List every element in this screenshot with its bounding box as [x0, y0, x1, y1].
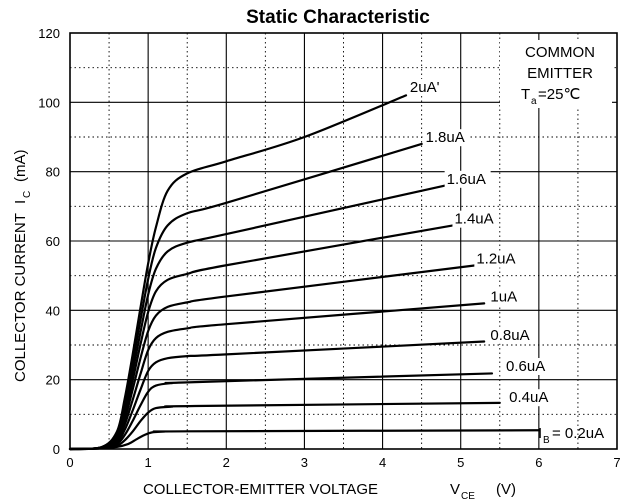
- y-tick-label: 20: [46, 373, 60, 388]
- curve-label-1.6uA: 1.6uA: [447, 171, 486, 188]
- curve-label-1.2uA: 1.2uA: [476, 251, 515, 268]
- common-emitter-annotation: COMMON EMITTER T a =25℃: [500, 40, 612, 108]
- x-tick-label: 4: [379, 455, 386, 470]
- annotation-temp-symbol: T: [521, 86, 530, 103]
- x-tick-label: 0: [66, 455, 73, 470]
- curve-label-backdrop: [423, 129, 470, 147]
- annotation-temp-subscript: a: [531, 96, 537, 107]
- plot-frame: [69, 32, 618, 450]
- curve-ib-2uA: [68, 94, 408, 451]
- curve-label-backdrop: [407, 78, 446, 96]
- curve-label-backdrop: [488, 288, 518, 306]
- y-axis-title: COLLECTOR CURRENT I C (mA): [12, 150, 33, 383]
- curve-ib-1.2uA: [68, 264, 478, 451]
- annotation-temp-value: =25℃: [538, 86, 580, 103]
- x-tick-label: 2: [223, 455, 230, 470]
- curve-label-1.4uA: 1.4uA: [454, 211, 493, 228]
- x-tick-label: 1: [145, 455, 152, 470]
- axis-ticks: 0 1 2 3 4 5 6 7 0 20 40 60 80 100 120: [38, 26, 620, 470]
- ib-label-symbol: I: [538, 425, 542, 442]
- annotation-backdrop: [500, 40, 612, 108]
- x-axis-title-unit: (V): [496, 481, 516, 498]
- curve-label-0.8uA: 0.8uA: [490, 327, 529, 344]
- y-tick-label: 120: [38, 26, 60, 41]
- x-axis-title-symbol: V: [450, 481, 460, 498]
- y-tick-label: 0: [53, 442, 60, 457]
- curve-label-backdrop: [444, 170, 491, 188]
- x-tick-label: 7: [613, 455, 620, 470]
- y-axis-title-unit: (mA): [12, 150, 29, 183]
- y-tick-label: 40: [46, 303, 60, 318]
- curve-label-1uA: 1uA: [490, 289, 517, 306]
- curve-label-1.8uA: 1.8uA: [426, 129, 465, 146]
- curve-label-backdrop: [474, 250, 521, 268]
- ib-label: I B = 0.2uA: [538, 425, 604, 446]
- curve-series: [68, 94, 540, 451]
- x-axis-title: COLLECTOR-EMITTER VOLTAGE V CE (V): [143, 481, 516, 502]
- y-tick-label: 100: [38, 95, 60, 110]
- ib-label-subscript: B: [543, 435, 550, 446]
- curve-label-0.4uA: 0.4uA: [509, 389, 548, 406]
- curve-label-backdrop: [452, 210, 499, 228]
- annotation-line-2: EMITTER: [527, 65, 593, 82]
- curve-label-backdrop: [504, 358, 551, 375]
- y-axis-title-symbol: I: [12, 200, 29, 204]
- curve-label-0.6uA: 0.6uA: [506, 358, 545, 375]
- curve-labels: 0.4uA 0.6uA 0.8uA 1uA 1.2uA 1.4uA 1.6uA 1.8uA 2u…: [407, 78, 554, 407]
- curve-ib-1uA: [68, 302, 486, 451]
- x-tick-label: 3: [301, 455, 308, 470]
- curve-ib-0.4uA: [68, 401, 501, 451]
- grid-lines: [70, 33, 617, 449]
- x-tick-label: 6: [535, 455, 542, 470]
- x-axis-title-subscript: CE: [461, 491, 475, 502]
- chart-title: Static Characteristic: [246, 7, 430, 28]
- y-axis-title-main: COLLECTOR CURRENT: [12, 213, 29, 382]
- y-tick-label: 80: [46, 165, 60, 180]
- y-tick-label: 60: [46, 234, 60, 249]
- curve-label-backdrop: [507, 389, 554, 407]
- curve-label-backdrop: [488, 326, 535, 344]
- curve-ib-0.8uA: [68, 340, 486, 451]
- curve-label-2uA: 2uA': [410, 79, 440, 96]
- x-tick-label: 5: [457, 455, 464, 470]
- ib-label-value: = 0.2uA: [552, 425, 604, 442]
- curve-ib-0.6uA: [68, 372, 494, 451]
- annotation-line-1: COMMON: [525, 44, 595, 61]
- x-axis-title-main: COLLECTOR-EMITTER VOLTAGE: [143, 481, 378, 498]
- y-axis-title-subscript: C: [22, 191, 33, 198]
